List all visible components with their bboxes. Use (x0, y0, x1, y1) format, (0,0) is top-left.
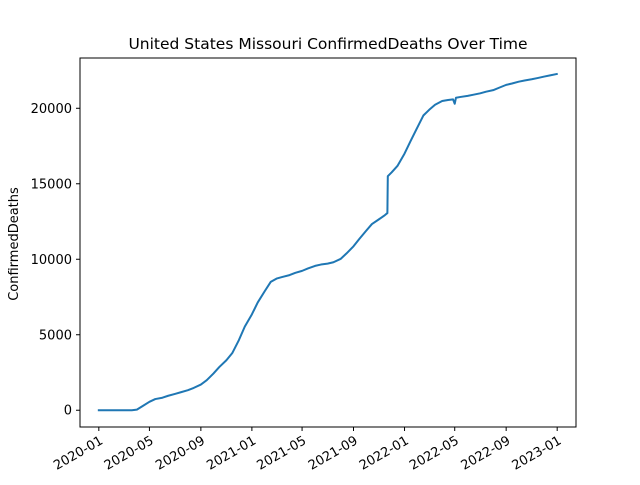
axes-frame (79, 57, 577, 428)
y-tick-label: 20000 (31, 102, 72, 117)
y-tick-label: 0 (64, 404, 72, 419)
y-axis-label: ConfirmedDeaths (7, 187, 22, 301)
y-tick-label: 10000 (31, 253, 72, 268)
chart-title: United States Missouri ConfirmedDeaths O… (128, 35, 527, 53)
y-tick-label: 15000 (31, 177, 72, 192)
y-tick-label: 5000 (39, 328, 72, 343)
series-line-0 (97, 72, 558, 412)
plot-area (79, 57, 577, 428)
